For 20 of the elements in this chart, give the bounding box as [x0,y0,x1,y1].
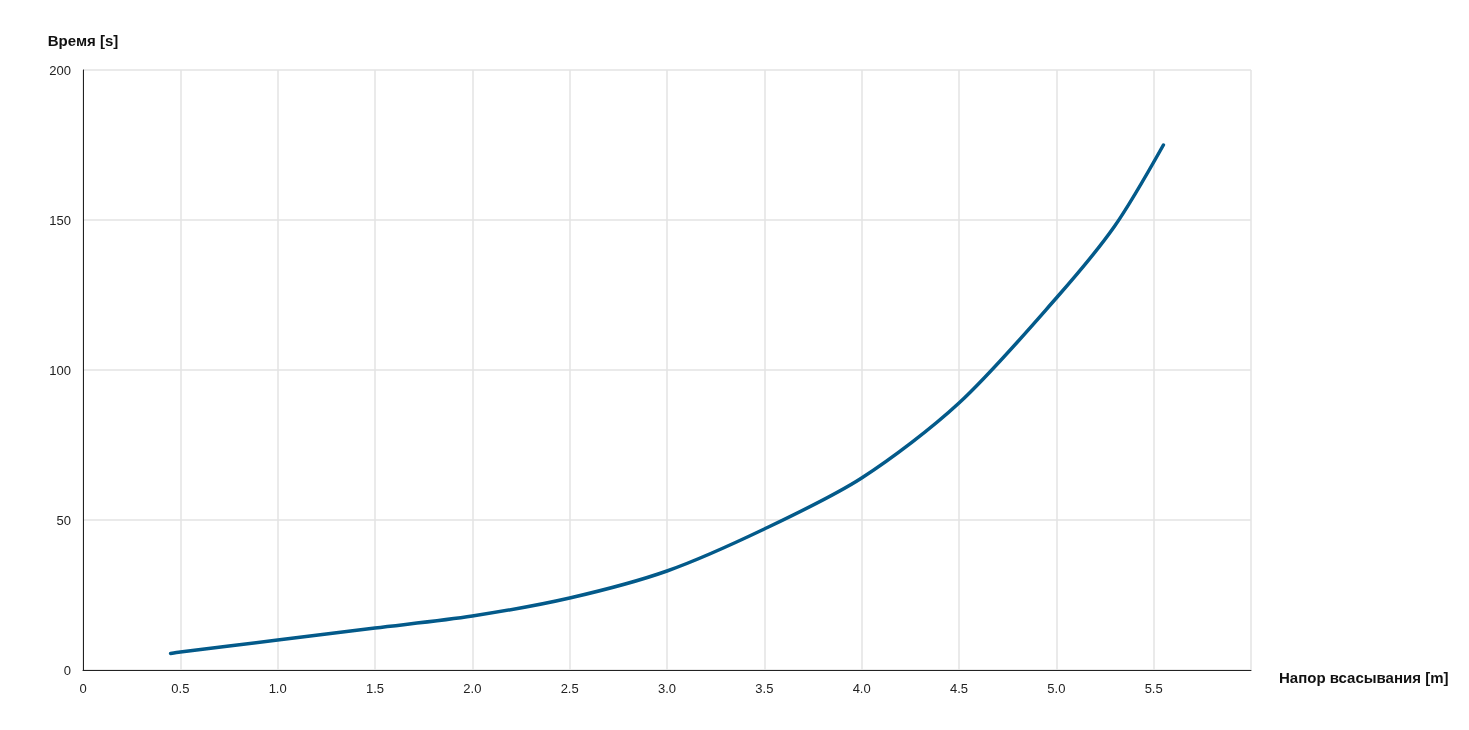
x-tick-label: 0 [79,681,87,696]
x-tick-label: 5.5 [1144,681,1163,696]
x-tick-label: 3.5 [755,681,774,696]
x-tick-label: 0.5 [171,681,190,696]
y-tick-label: 0 [63,662,71,678]
x-tick-label: 5.0 [1047,681,1066,696]
x-tick-label: 1.5 [365,681,385,696]
x-tick-label: 4.5 [949,681,969,696]
x-tick-label: 4.0 [852,681,871,696]
x-tick-label: 2.0 [463,681,482,696]
x-tick-label: 3.0 [657,681,677,696]
y-axis-title: Время [s] [47,32,119,49]
y-tick-label: 150 [49,212,71,228]
x-tick-label: 1.0 [268,681,287,696]
line-series [168,143,1166,656]
y-tick-label: 100 [49,362,71,378]
x-tick-label: 2.5 [560,681,579,696]
y-tick-label: 50 [56,512,71,528]
y-tick-label: 200 [49,62,71,78]
x-axis-title: Напор всасывания [m] [1279,669,1449,686]
